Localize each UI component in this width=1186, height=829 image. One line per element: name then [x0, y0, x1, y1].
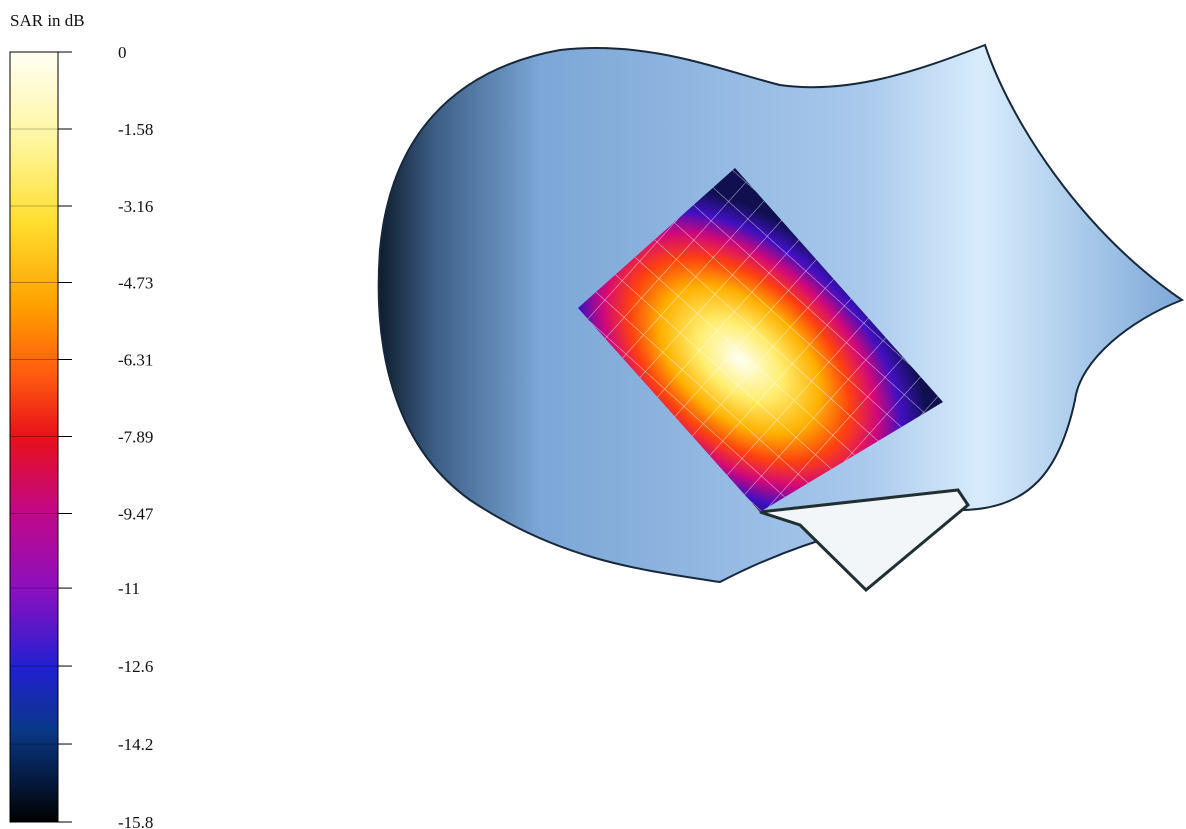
phone	[759, 488, 970, 593]
tick-label: -14.2	[118, 735, 153, 754]
colorbar	[9, 51, 59, 823]
tick-label: -3.16	[118, 197, 153, 216]
colorbar-title: SAR in dB	[10, 11, 85, 30]
patch-grid	[578, 168, 943, 512]
tick-label: 0	[118, 43, 127, 62]
tick-label: -4.73	[118, 273, 153, 292]
tick-label: -9.47	[118, 504, 154, 523]
tick-label: -1.58	[118, 120, 153, 139]
tick-label: -11	[118, 579, 140, 598]
tick-label: -15.8	[118, 813, 153, 829]
tick-label: -7.89	[118, 427, 153, 446]
tick-label: -6.31	[118, 350, 153, 369]
tick-label: -12.6	[118, 657, 153, 676]
